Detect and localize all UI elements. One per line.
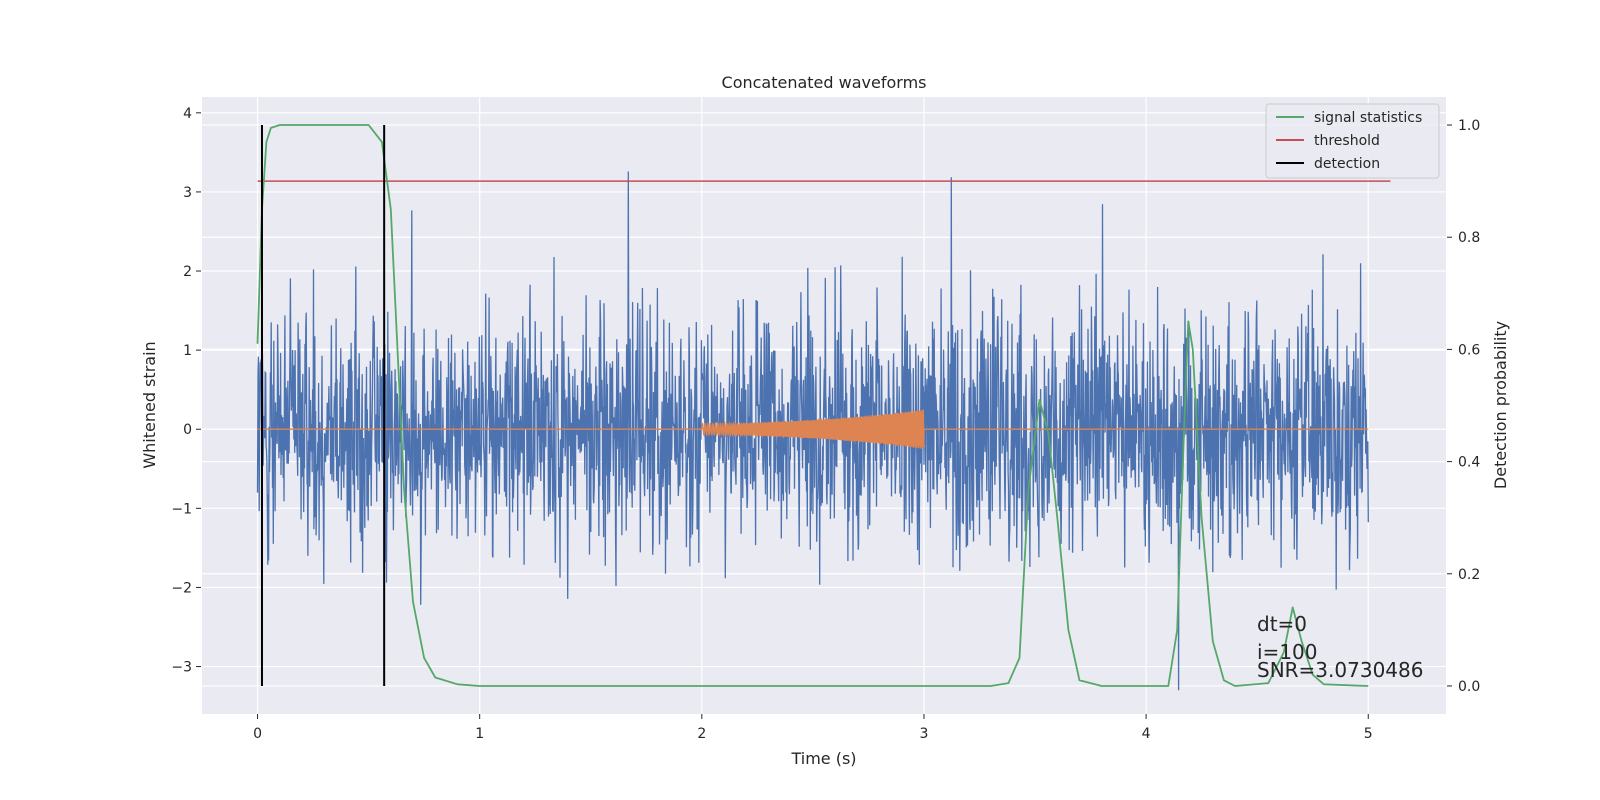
y2-tick-label: 0.8 bbox=[1458, 230, 1480, 246]
y2-tick-label: 0.2 bbox=[1458, 567, 1480, 583]
y-tick-label: 4 bbox=[183, 106, 192, 122]
y2-tick-label: 0.4 bbox=[1458, 455, 1480, 471]
x-tick-label: 4 bbox=[1142, 726, 1151, 742]
legend-label-detection: detection bbox=[1314, 156, 1380, 172]
x-tick-label: 1 bbox=[475, 726, 484, 742]
y-tick-label: 3 bbox=[183, 185, 192, 201]
annotation-snr: SNR=3.0730486 bbox=[1257, 658, 1423, 682]
legend-label-threshold: threshold bbox=[1314, 133, 1380, 149]
annotation-i: i=100 bbox=[1257, 640, 1318, 664]
x-tick-label: 5 bbox=[1364, 726, 1373, 742]
x-tick-label: 0 bbox=[253, 726, 262, 742]
signal-statistics-line bbox=[256, 124, 1369, 687]
y-tick-label: −3 bbox=[171, 660, 192, 676]
y2-axis-label: Detection probability bbox=[1491, 321, 1510, 489]
ticks: 0 1 2 3 4 5 −3 −2 −1 0 1 2 3 4 0.0 0.2 0.4 0.6 0.8 1.0 bbox=[171, 106, 1480, 742]
y-tick-label: 1 bbox=[183, 343, 192, 359]
legend-label-signal-statistics: signal statistics bbox=[1314, 110, 1422, 126]
legend: signal statistics threshold detection bbox=[1265, 103, 1440, 179]
y-tick-label: 2 bbox=[183, 264, 192, 280]
y2-tick-label: 0.6 bbox=[1458, 342, 1480, 358]
x-tick-label: 3 bbox=[920, 726, 929, 742]
x-axis-label: Time (s) bbox=[790, 749, 856, 768]
x-tick-label: 2 bbox=[697, 726, 706, 742]
y-tick-label: 0 bbox=[183, 422, 192, 438]
series-layer bbox=[256, 124, 1391, 691]
y-tick-label: −2 bbox=[171, 580, 192, 596]
y2-tick-label: 0.0 bbox=[1458, 679, 1480, 695]
y-axis-label: Whitened strain bbox=[140, 341, 159, 468]
legend-box bbox=[1265, 103, 1440, 179]
y-tick-label: −1 bbox=[171, 501, 192, 517]
annotation-dt: dt=0 bbox=[1257, 612, 1307, 636]
chart-title: Concatenated waveforms bbox=[722, 73, 927, 92]
y2-tick-label: 1.0 bbox=[1458, 118, 1480, 134]
injected-chirp-line bbox=[257, 409, 1369, 449]
